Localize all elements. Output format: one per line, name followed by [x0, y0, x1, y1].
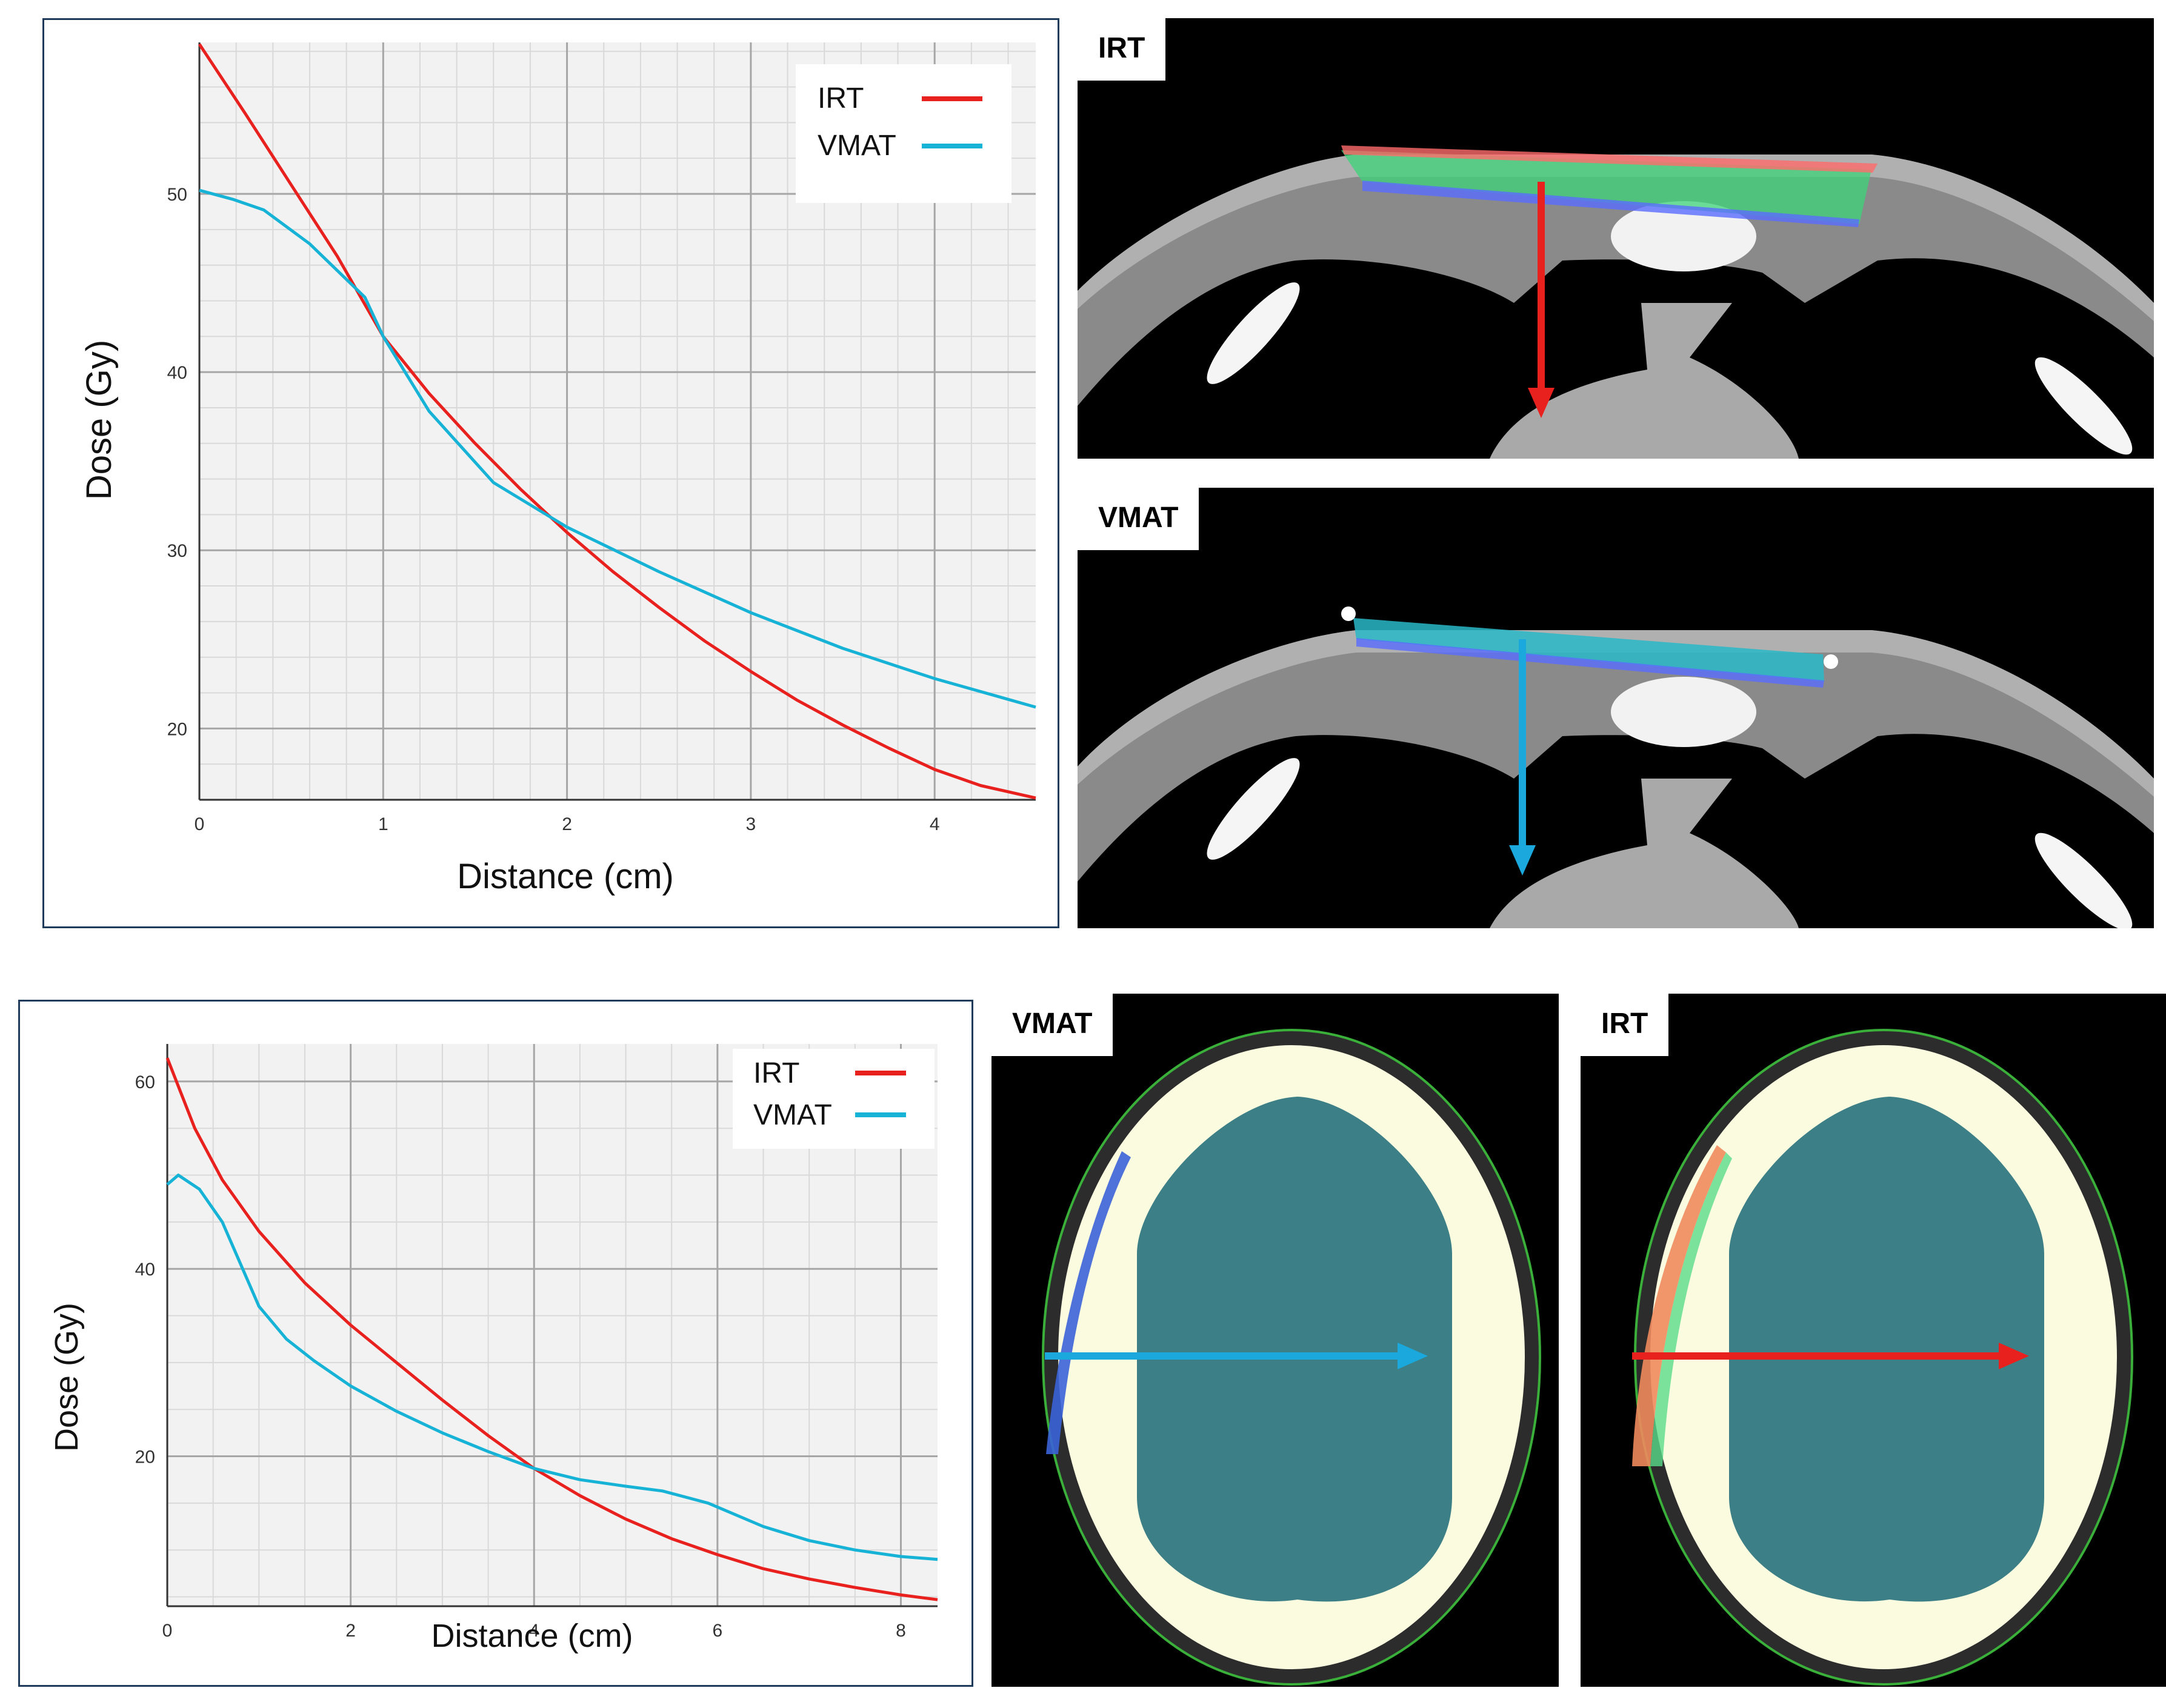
- x-axis-label: Distance (cm): [457, 857, 674, 896]
- dose-arrow-head: [1999, 1343, 2029, 1369]
- x-tick-label: 8: [896, 1621, 906, 1641]
- image-label: VMAT: [1078, 488, 1199, 550]
- legend-label-irt: IRT: [753, 1057, 799, 1089]
- legend-label-vmat: VMAT: [753, 1099, 832, 1131]
- right-rib: [2034, 357, 2133, 455]
- series-line-vmat: [166, 1174, 938, 1561]
- y-axis-label: Dose (Gy): [48, 1303, 85, 1452]
- head-irt-ct-image: IRT: [1581, 994, 2166, 1687]
- y-tick-label: 30: [167, 541, 187, 561]
- chest-irt-ct-image: IRT: [1078, 18, 2154, 459]
- x-axis-label: Distance (cm): [431, 1618, 633, 1654]
- y-tick-label: 40: [167, 363, 187, 383]
- brain: [1729, 1097, 2044, 1602]
- series-line-vmat: [199, 188, 1036, 709]
- sternum: [1611, 677, 1756, 747]
- x-tick-label: 0: [162, 1621, 173, 1641]
- dose-arrow-head: [1398, 1343, 1428, 1369]
- y-tick-label: 50: [167, 185, 187, 205]
- chest-wall: [1078, 155, 2154, 406]
- x-tick-label: 2: [562, 814, 572, 834]
- chest-chart-panel: 0 1 2 3 4 20 30 40 50 Distance (cm) Dose (Gy) IR…: [42, 18, 1059, 928]
- head-chart-panel: 0 2 4 6 8 20 40 60 Distance (cm) Dose (Gy) IRT …: [18, 1000, 973, 1687]
- mediastinum: [1490, 303, 1799, 459]
- left-rib: [1207, 282, 1300, 384]
- left-rib: [1207, 758, 1300, 860]
- x-tick-label: 1: [378, 814, 388, 834]
- series-line-irt: [198, 43, 1036, 800]
- chest-wall: [1078, 630, 2154, 882]
- head-dose-chart: 0 2 4 6 8 20 40 60 Distance (cm) Dose (Gy) IRT …: [48, 1044, 938, 1654]
- x-tick-label: 4: [930, 814, 940, 834]
- y-tick-label: 40: [135, 1260, 155, 1280]
- x-tick-label: 4: [529, 1621, 539, 1641]
- brain: [1137, 1097, 1452, 1602]
- marker-right: [1824, 654, 1838, 669]
- y-tick-label: 60: [135, 1072, 155, 1092]
- x-tick-label: 3: [746, 814, 756, 834]
- dose-wash-inner: [1362, 181, 1859, 227]
- head-vmat-ct-image: VMAT: [991, 994, 1559, 1687]
- x-tick-label: 6: [713, 1621, 723, 1641]
- dose-wash: [1353, 618, 1824, 682]
- legend-box: [733, 1049, 935, 1149]
- image-label: IRT: [1581, 994, 1669, 1056]
- chest-vmat-ct-image: VMAT: [1078, 488, 2154, 928]
- right-rib: [2034, 832, 2133, 928]
- y-tick-label: 20: [135, 1447, 155, 1467]
- legend-box: [796, 64, 1011, 203]
- legend: IRT VMAT: [796, 64, 1011, 203]
- sternum: [1611, 201, 1756, 271]
- image-label: IRT: [1078, 18, 1166, 81]
- dose-wash-inner: [1356, 638, 1824, 688]
- dose-wash-inner: [1650, 1152, 1732, 1466]
- y-tick-label: 20: [167, 719, 187, 739]
- y-axis-label: Dose (Gy): [79, 340, 119, 500]
- x-tick-label: 2: [345, 1621, 356, 1641]
- dose-wash: [1632, 1145, 1726, 1466]
- legend: IRT VMAT: [733, 1049, 935, 1149]
- dose-arrow-head: [1509, 845, 1536, 876]
- dose-arrow-head: [1528, 388, 1555, 418]
- x-tick-label: 0: [195, 814, 205, 834]
- mediastinum: [1490, 779, 1799, 928]
- dose-wash-outer: [1341, 145, 1878, 173]
- legend-label-vmat: VMAT: [818, 130, 896, 162]
- image-label: VMAT: [991, 994, 1113, 1056]
- dose-wash: [1046, 1151, 1131, 1454]
- chest-dose-chart: 0 1 2 3 4 20 30 40 50 Distance (cm) Dose (Gy) IR…: [79, 42, 1036, 896]
- legend-label-irt: IRT: [818, 82, 864, 115]
- dose-wash: [1341, 150, 1871, 224]
- marker-left: [1341, 606, 1356, 621]
